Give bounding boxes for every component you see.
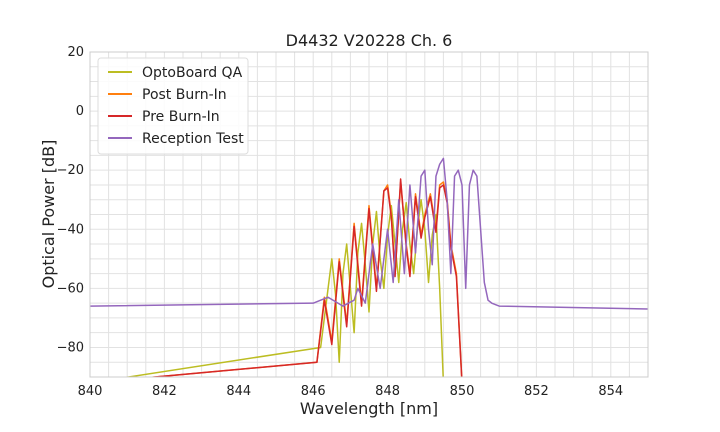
legend-box: [97, 57, 249, 155]
legend-label: Pre Burn-In: [142, 109, 220, 125]
y-tick-label: −60: [57, 281, 84, 296]
legend: OptoBoard QA Post Burn-In Pre Burn-In Recep…: [97, 57, 249, 155]
y-axis-label: Optical Power [dB]: [39, 140, 58, 289]
x-tick-label: 840: [78, 384, 103, 399]
x-tick-label: 842: [152, 384, 177, 399]
plot-frame: [89, 51, 649, 378]
y-tick-label: −80: [57, 340, 84, 355]
series-layer: [90, 157, 648, 377]
y-tick-label: −20: [57, 163, 84, 178]
x-axis-label: Wavelength [nm]: [300, 399, 438, 418]
y-tick-label: −40: [57, 222, 84, 237]
tick-labels: 840 842 844 846 848 850 852 854 20 0 −20 −40 −60 −80: [57, 45, 624, 399]
y-tick-label: 0: [76, 104, 84, 119]
x-tick-label: 846: [301, 384, 326, 399]
y-tick-label: 20: [67, 45, 84, 60]
x-tick-label: 848: [375, 384, 400, 399]
x-tick-label: 844: [226, 384, 251, 399]
legend-label: Post Burn-In: [142, 87, 227, 103]
series-line-optoboard-qa: [123, 198, 444, 377]
x-tick-label: 854: [598, 384, 623, 399]
series-line-reception-test: [90, 157, 648, 310]
x-tick-label: 850: [450, 384, 475, 399]
legend-label: Reception Test: [142, 131, 244, 147]
legend-label: OptoBoard QA: [142, 65, 243, 81]
x-tick-label: 852: [524, 384, 549, 399]
chart-title: D4432 V20228 Ch. 6: [286, 31, 453, 50]
